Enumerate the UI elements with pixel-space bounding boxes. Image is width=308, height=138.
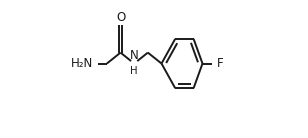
Text: O: O xyxy=(116,11,125,24)
Text: N: N xyxy=(130,49,139,62)
Text: H: H xyxy=(131,66,138,76)
Text: F: F xyxy=(217,57,224,70)
Text: H₂N: H₂N xyxy=(71,57,93,70)
